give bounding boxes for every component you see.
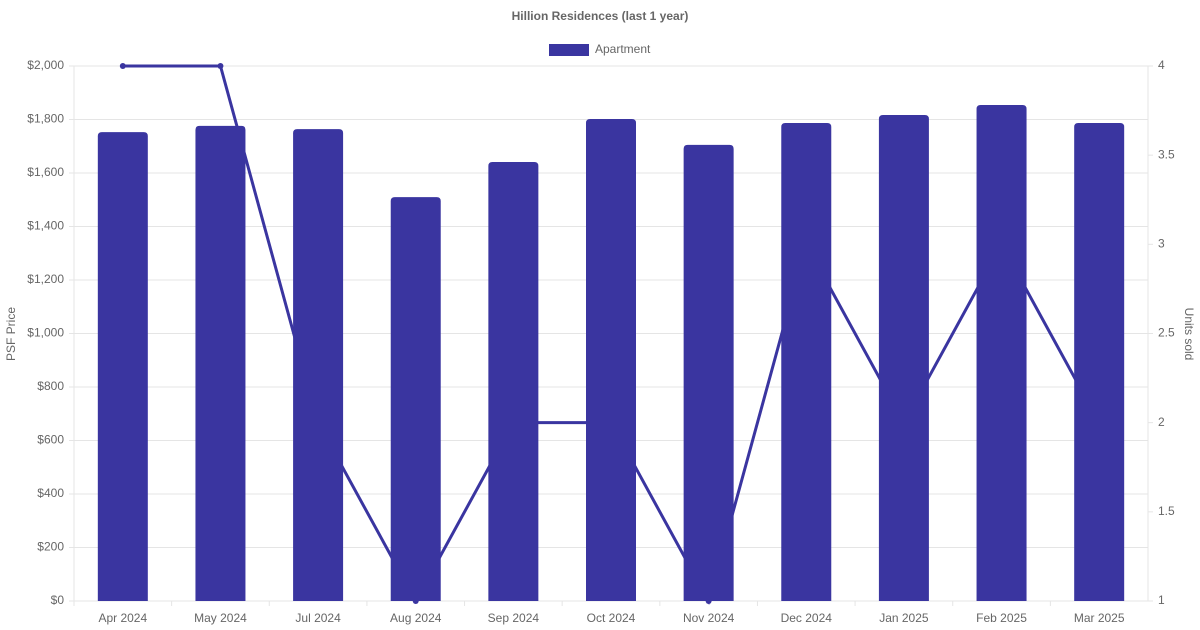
bar — [976, 105, 1027, 602]
bar — [586, 118, 636, 601]
x-tick-label: Jan 2025 — [879, 611, 929, 625]
y-tick-label: $0 — [51, 593, 65, 607]
y-tick-label: $200 — [37, 540, 64, 554]
x-tick-label: Feb 2025 — [976, 611, 1027, 625]
bar — [293, 129, 344, 601]
x-tick-label: May 2024 — [194, 611, 247, 625]
line-point — [119, 63, 126, 69]
x-tick-label: Aug 2024 — [390, 611, 442, 625]
y-tick-label: $1,400 — [27, 219, 64, 233]
y2-tick-label: 3 — [1158, 237, 1165, 251]
bar — [390, 197, 441, 601]
line-point — [217, 63, 224, 69]
y2-axis-title: Units sold — [1182, 308, 1196, 361]
y-tick-label: $400 — [37, 486, 64, 500]
bar — [878, 114, 929, 601]
y-tick-label: $600 — [37, 433, 64, 447]
bar — [781, 122, 832, 601]
x-tick-label: Dec 2024 — [781, 611, 833, 625]
x-tick-label: Sep 2024 — [488, 611, 540, 625]
y-tick-label: $800 — [37, 379, 64, 393]
y-tick-label: $1,200 — [27, 272, 64, 286]
y-tick-label: $2,000 — [27, 58, 64, 72]
y-axis-title: PSF Price — [4, 307, 18, 361]
bar — [488, 162, 539, 601]
x-tick-label: Jul 2024 — [295, 611, 341, 625]
x-tick-label: Nov 2024 — [683, 611, 735, 625]
legend-swatch — [549, 44, 589, 56]
legend-label: Apartment — [595, 42, 651, 56]
x-tick-label: Oct 2024 — [587, 611, 636, 625]
y2-tick-label: 2 — [1158, 415, 1165, 429]
y-tick-label: $1,800 — [27, 112, 64, 126]
bar — [683, 144, 734, 601]
x-tick-label: Mar 2025 — [1074, 611, 1125, 625]
x-tick-label: Apr 2024 — [98, 611, 147, 625]
y2-tick-label: 3.5 — [1158, 147, 1175, 161]
y-tick-label: $1,000 — [27, 326, 64, 340]
y2-tick-label: 1 — [1158, 593, 1165, 607]
bar — [195, 125, 246, 602]
bar — [97, 132, 148, 601]
y2-tick-label: 4 — [1158, 58, 1165, 72]
y-tick-label: $1,600 — [27, 165, 64, 179]
y2-tick-label: 1.5 — [1158, 504, 1175, 518]
bar — [1074, 122, 1125, 601]
y2-tick-label: 2.5 — [1158, 326, 1175, 340]
chart-title: Hillion Residences (last 1 year) — [512, 9, 689, 23]
